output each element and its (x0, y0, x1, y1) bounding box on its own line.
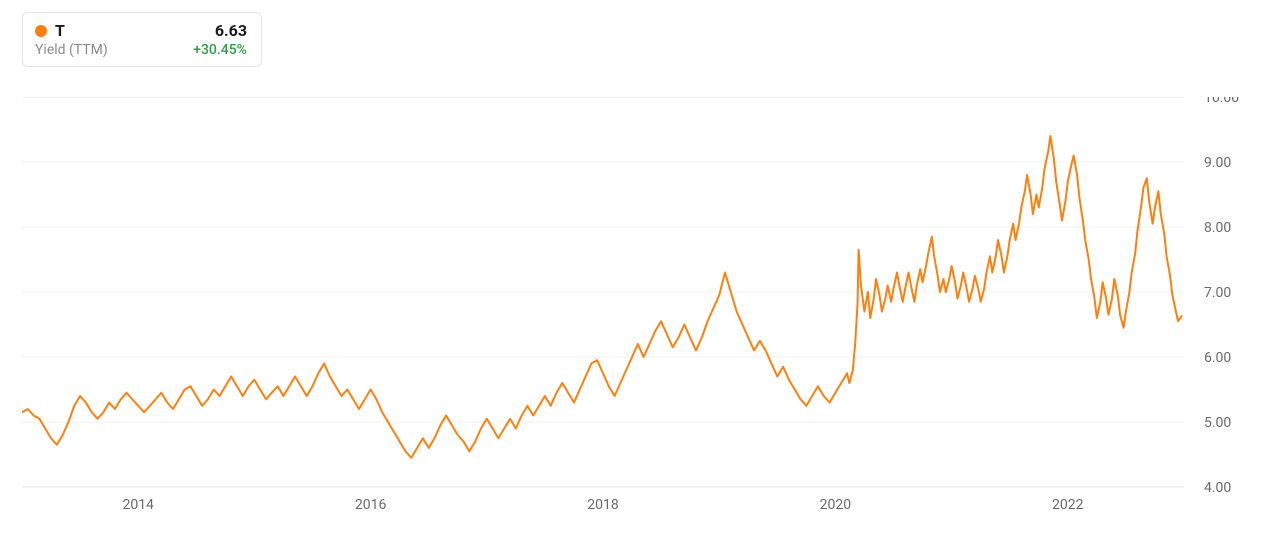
series-line (22, 136, 1182, 458)
y-tick-label: 10.00 (1204, 97, 1239, 106)
legend-dot-icon (35, 25, 47, 37)
y-tick-label: 9.00 (1204, 155, 1231, 171)
chart-svg[interactable]: 4.00 5.00 6.00 7.00 8.00 9.00 10.00 2014 2016 201… (22, 97, 1254, 527)
y-tick-label: 6.00 (1204, 350, 1231, 366)
legend-value: 6.63 (215, 21, 247, 40)
y-tick-label: 4.00 (1204, 480, 1231, 496)
chart-container: T 6.63 Yield (TTM) +30.45% 4.00 5.00 6.00 7… (0, 0, 1280, 548)
legend-left: T (35, 21, 65, 40)
y-tick-label: 8.00 (1204, 220, 1231, 236)
y-tick-label: 5.00 (1204, 415, 1231, 431)
legend-row-sub: Yield (TTM) +30.45% (35, 42, 247, 58)
y-tick-label: 7.00 (1204, 285, 1231, 301)
legend-row-main: T 6.63 (35, 21, 247, 40)
x-tick-label: 2020 (820, 497, 852, 513)
x-tick-label: 2022 (1052, 497, 1084, 513)
x-tick-label: 2014 (122, 497, 154, 513)
x-tick-label: 2016 (355, 497, 387, 513)
legend-subtitle: Yield (TTM) (35, 42, 108, 58)
chart-area[interactable]: 4.00 5.00 6.00 7.00 8.00 9.00 10.00 2014 2016 201… (22, 97, 1254, 527)
legend-box: T 6.63 Yield (TTM) +30.45% (22, 12, 262, 67)
legend-ticker: T (55, 21, 65, 40)
x-tick-label: 2018 (587, 497, 619, 513)
legend-change: +30.45% (193, 42, 247, 58)
